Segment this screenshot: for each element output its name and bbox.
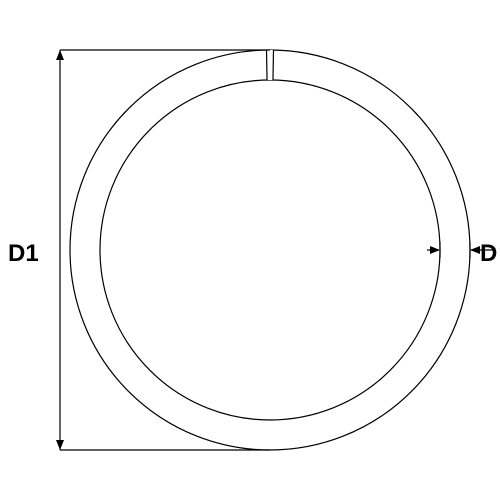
dimension-label-d: D <box>480 240 497 268</box>
ring-dimension-svg <box>0 0 500 500</box>
diagram-canvas: D1 D <box>0 0 500 500</box>
dimension-label-d1: D1 <box>8 240 39 268</box>
